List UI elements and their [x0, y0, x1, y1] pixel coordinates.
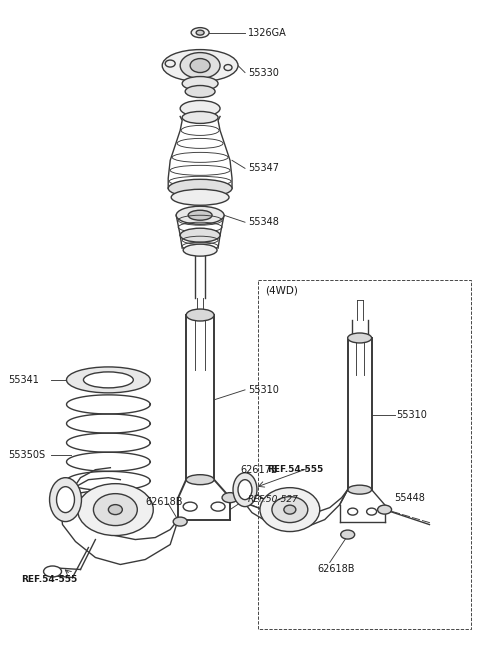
Ellipse shape — [348, 333, 372, 343]
Ellipse shape — [176, 206, 224, 224]
Ellipse shape — [367, 508, 377, 515]
Text: 62618B: 62618B — [145, 496, 183, 506]
Ellipse shape — [378, 505, 392, 514]
Ellipse shape — [348, 508, 358, 515]
Ellipse shape — [180, 100, 220, 117]
Text: 55448: 55448 — [395, 493, 425, 502]
Ellipse shape — [108, 504, 122, 515]
Ellipse shape — [77, 483, 153, 536]
Ellipse shape — [57, 487, 74, 513]
Ellipse shape — [173, 517, 187, 526]
Ellipse shape — [348, 485, 372, 494]
Ellipse shape — [162, 50, 238, 81]
Ellipse shape — [341, 530, 355, 539]
Ellipse shape — [186, 309, 214, 321]
Ellipse shape — [233, 473, 257, 506]
Ellipse shape — [84, 372, 133, 388]
Ellipse shape — [67, 367, 150, 393]
Ellipse shape — [196, 30, 204, 35]
Text: 1326GA: 1326GA — [248, 28, 287, 37]
Ellipse shape — [224, 65, 232, 71]
Ellipse shape — [183, 244, 217, 256]
Text: 55347: 55347 — [248, 163, 279, 174]
Text: (4WD): (4WD) — [265, 285, 298, 295]
Ellipse shape — [165, 60, 175, 67]
Ellipse shape — [188, 210, 212, 220]
Text: 55350S: 55350S — [9, 450, 46, 460]
Ellipse shape — [238, 479, 252, 500]
Text: 55310: 55310 — [248, 385, 279, 395]
Ellipse shape — [44, 566, 61, 577]
Ellipse shape — [49, 477, 82, 521]
Ellipse shape — [272, 496, 308, 523]
Text: 55348: 55348 — [248, 217, 279, 227]
Ellipse shape — [168, 179, 232, 197]
Ellipse shape — [260, 488, 320, 532]
Text: 55330: 55330 — [248, 67, 279, 77]
Text: 62618B: 62618B — [318, 565, 355, 574]
Ellipse shape — [94, 494, 137, 525]
Ellipse shape — [222, 493, 238, 502]
Ellipse shape — [211, 502, 225, 511]
Ellipse shape — [185, 86, 215, 98]
Ellipse shape — [182, 77, 218, 90]
Ellipse shape — [182, 111, 218, 123]
Ellipse shape — [171, 189, 229, 205]
Text: REF.54-555: REF.54-555 — [267, 465, 323, 474]
Text: 62617B: 62617B — [240, 464, 277, 475]
Text: REF.50-527: REF.50-527 — [248, 495, 299, 504]
Text: 55341: 55341 — [9, 375, 39, 385]
Text: 55310: 55310 — [396, 410, 427, 420]
Ellipse shape — [180, 52, 220, 79]
Ellipse shape — [191, 28, 209, 37]
Ellipse shape — [180, 228, 220, 242]
Ellipse shape — [183, 502, 197, 511]
Ellipse shape — [186, 475, 214, 485]
Ellipse shape — [190, 58, 210, 73]
Text: REF.54-555: REF.54-555 — [21, 575, 77, 584]
Ellipse shape — [284, 505, 296, 514]
